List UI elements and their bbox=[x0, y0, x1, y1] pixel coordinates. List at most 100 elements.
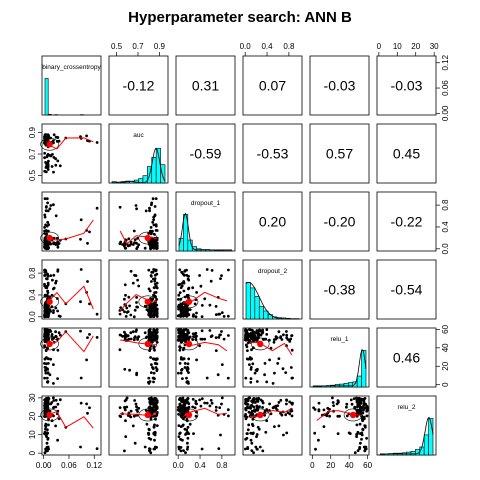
scatter-point bbox=[187, 402, 191, 406]
scatter-point bbox=[249, 332, 253, 335]
scatter-point bbox=[118, 205, 122, 209]
scatter-point bbox=[251, 417, 255, 421]
scatter-point bbox=[152, 334, 155, 338]
scatter-point bbox=[198, 398, 202, 402]
scatter-point bbox=[244, 333, 248, 337]
scatter-point bbox=[153, 279, 157, 283]
scatter-point bbox=[46, 272, 49, 276]
scatter-point bbox=[51, 338, 54, 341]
scatter-point bbox=[222, 315, 226, 318]
scatter-point bbox=[248, 328, 251, 331]
scatter-point bbox=[135, 305, 139, 309]
smoother-line bbox=[119, 230, 158, 245]
scatter-point bbox=[152, 380, 155, 384]
scatter-point bbox=[118, 406, 122, 409]
scatter-point bbox=[179, 330, 183, 334]
scatter-point bbox=[268, 338, 271, 342]
scatter-point bbox=[44, 334, 48, 338]
scatter-point bbox=[198, 344, 202, 348]
scatter-point bbox=[56, 377, 59, 380]
scatter-point bbox=[245, 357, 249, 361]
scatter-point bbox=[284, 413, 288, 417]
scatter-point bbox=[331, 396, 334, 400]
smoother-line bbox=[249, 407, 293, 417]
scatter-point bbox=[124, 315, 128, 318]
scatter-point bbox=[285, 330, 288, 333]
scatter-point bbox=[154, 268, 158, 272]
scatter-point bbox=[282, 433, 285, 437]
scatter-point bbox=[183, 269, 187, 273]
panel-3-1 bbox=[108, 259, 169, 320]
scatter-point bbox=[243, 338, 247, 342]
scatter-point bbox=[46, 371, 50, 375]
scatter-point bbox=[154, 334, 158, 337]
scatter-point bbox=[135, 405, 138, 409]
scatter-point bbox=[182, 405, 186, 409]
scatter-point bbox=[193, 302, 197, 306]
scatter-point bbox=[214, 313, 218, 316]
scatter-point bbox=[179, 334, 183, 338]
scatter-point bbox=[131, 330, 135, 334]
x-tick-label: 0.4 bbox=[261, 42, 273, 51]
scatter-point bbox=[154, 337, 158, 341]
scatter-point bbox=[256, 367, 259, 371]
correlation-value: 0.46 bbox=[393, 350, 420, 366]
scatter-point bbox=[313, 431, 317, 435]
scatter-point bbox=[58, 398, 62, 402]
correlation-value: -0.59 bbox=[190, 146, 222, 162]
scatter-point bbox=[44, 422, 48, 426]
scatter-point bbox=[256, 406, 260, 410]
scatter-point bbox=[135, 296, 139, 299]
scatter-point bbox=[148, 206, 151, 210]
scatter-point bbox=[47, 417, 50, 421]
scatter-point bbox=[176, 314, 180, 318]
scatter-point bbox=[43, 270, 47, 274]
scatter-point bbox=[249, 431, 253, 435]
scatter-point bbox=[227, 334, 230, 337]
scatter-point bbox=[45, 367, 49, 371]
scatter-point bbox=[261, 449, 265, 453]
scatter-point bbox=[188, 335, 192, 339]
scatter-point bbox=[50, 401, 54, 404]
scatter-point bbox=[85, 134, 88, 138]
scatter-point bbox=[356, 397, 360, 401]
variable-label: binary_crossentropy bbox=[42, 64, 101, 71]
scatter-point bbox=[288, 340, 292, 343]
scatter-point bbox=[195, 291, 199, 294]
scatter-point bbox=[199, 284, 203, 288]
variable-label: relu_2 bbox=[397, 404, 415, 411]
x-tick-label: 0.8 bbox=[283, 42, 295, 51]
scatter-point bbox=[248, 363, 251, 366]
scatter-point bbox=[57, 139, 61, 143]
variable-label: dropout_2 bbox=[258, 268, 288, 275]
scatter-point bbox=[243, 414, 247, 418]
panel-2-5 bbox=[376, 191, 437, 252]
scatter-point bbox=[194, 399, 198, 403]
scatter-point bbox=[251, 362, 255, 366]
scatter-point bbox=[200, 397, 204, 401]
scatter-point bbox=[147, 409, 151, 413]
scatter-point bbox=[47, 337, 50, 341]
smoother-line bbox=[46, 330, 94, 353]
scatter-point bbox=[187, 406, 190, 410]
scatter-point bbox=[272, 340, 276, 344]
scatter-point bbox=[180, 270, 184, 274]
scatter-point bbox=[95, 206, 99, 210]
smoother-line bbox=[182, 407, 227, 417]
scatter-point bbox=[279, 398, 283, 402]
scatter-point bbox=[147, 232, 151, 235]
scatter-point bbox=[147, 287, 151, 291]
scatter-point bbox=[86, 280, 89, 283]
scatter-point bbox=[43, 169, 47, 173]
scatter-point bbox=[280, 413, 284, 417]
scatter-point bbox=[265, 333, 269, 336]
histogram-bar bbox=[410, 451, 416, 456]
scatter-point bbox=[356, 430, 360, 434]
panel-3-2 bbox=[175, 259, 236, 320]
scatter-point bbox=[185, 315, 189, 318]
scatter-point bbox=[123, 367, 127, 371]
scatter-point bbox=[52, 311, 55, 314]
scatter-point bbox=[214, 409, 218, 412]
scatter-point bbox=[133, 273, 137, 277]
scatter-point bbox=[289, 337, 293, 341]
